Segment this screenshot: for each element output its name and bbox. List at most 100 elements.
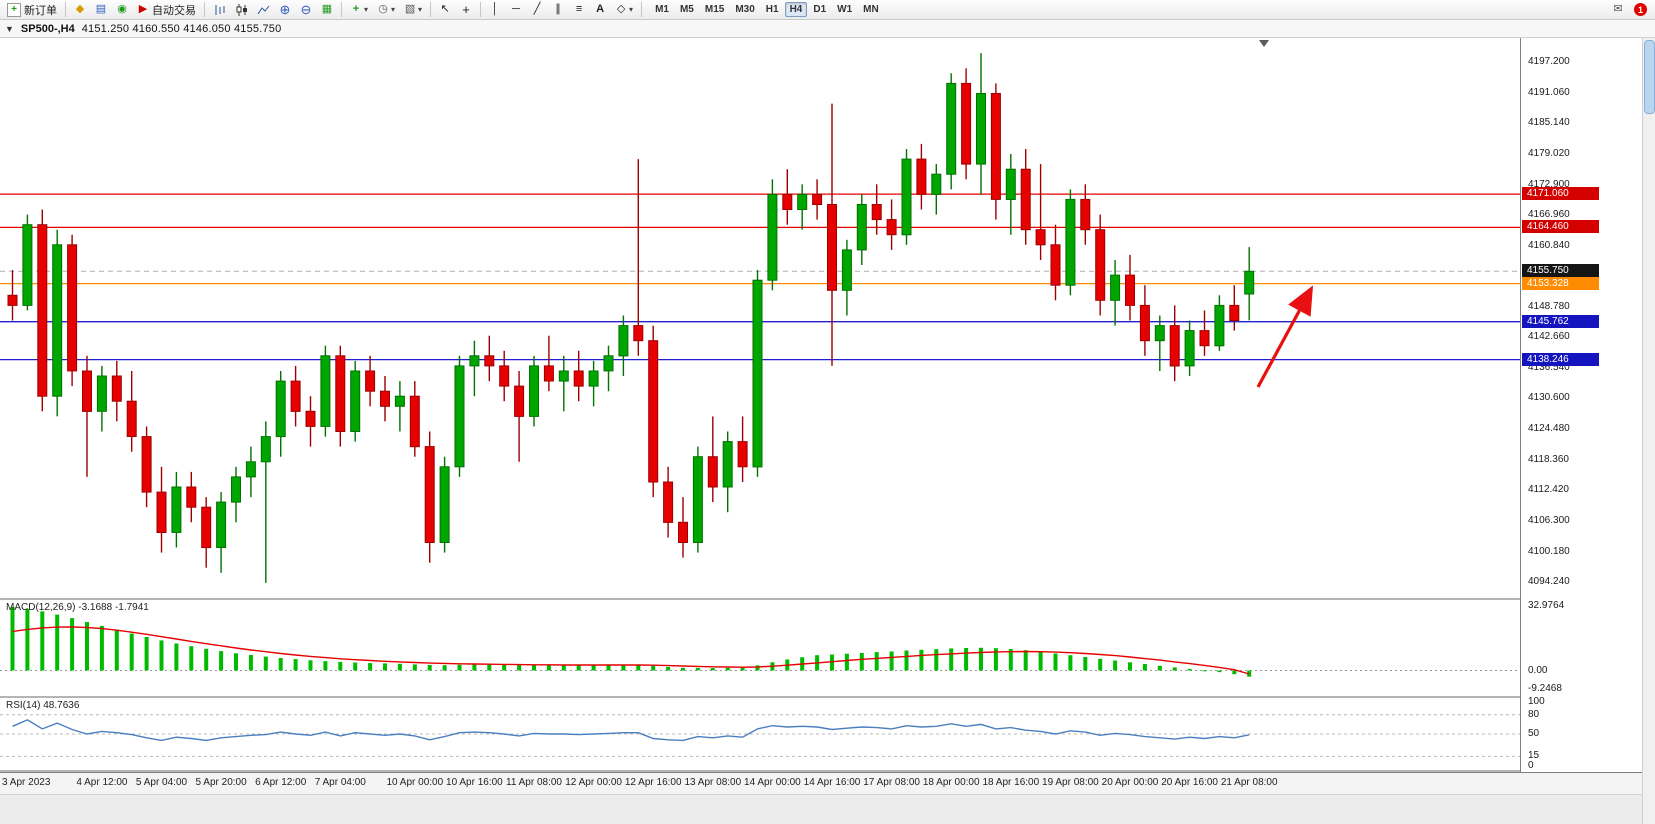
rsi-line (12, 719, 1250, 742)
vertical-line-icon: │ (491, 3, 499, 15)
pane-splitter[interactable] (0, 598, 1643, 600)
toolbar-separator (480, 2, 482, 17)
time-axis-label: 11 Apr 08:00 (506, 777, 562, 788)
bar-chart-icon (215, 4, 225, 15)
mailbox-button[interactable]: ✉ (1608, 1, 1628, 18)
time-axis-label: 5 Apr 20:00 (195, 777, 247, 788)
time-axis-label: 18 Apr 00:00 (922, 777, 980, 788)
scrollbar-thumb[interactable] (1644, 40, 1655, 114)
vertical-scrollbar[interactable] (1642, 38, 1655, 824)
time-axis-label: 17 Apr 08:00 (863, 777, 920, 788)
market-watch-button[interactable]: ▤ (91, 1, 111, 18)
pane-splitter[interactable] (0, 696, 1643, 698)
channel-button[interactable]: ∥ (548, 1, 568, 18)
chart-bars-button[interactable] (209, 1, 230, 18)
metaeditor-button[interactable]: ◆ (70, 1, 90, 18)
templates-button[interactable]: ▧ ▾ (400, 1, 426, 18)
axis-tick-label: 4136.540 (1528, 362, 1570, 374)
periods-button[interactable]: ◷ ▾ (373, 1, 399, 18)
axis-tick-label: 100 (1528, 696, 1545, 707)
zoom-in-icon: ⊕ (279, 2, 291, 17)
chart-menu-icon[interactable]: ▼ (5, 23, 14, 34)
time-axis-label: 7 Apr 04:00 (314, 777, 366, 788)
timeframe-button-M15[interactable]: M15 (700, 2, 729, 17)
new-chart-button[interactable]: + ▾ (346, 1, 372, 18)
price-chart[interactable] (0, 38, 1520, 598)
toolbar-separator (204, 2, 205, 17)
axis-tick-label: 15 (1528, 750, 1540, 762)
symbol-title: SP500-,H4 (20, 22, 75, 35)
trendline-button[interactable]: ╱ (527, 1, 547, 18)
time-axis-label: 13 Apr 08:00 (684, 777, 742, 788)
axis-tick-label: -9.2468 (1528, 682, 1562, 694)
time-axis-label: 10 Apr 00:00 (386, 777, 444, 788)
timeframe-button-M5[interactable]: M5 (675, 2, 699, 17)
time-axis-label: 5 Apr 04:00 (135, 777, 188, 788)
chart-shift-marker[interactable] (1259, 40, 1269, 47)
rsi-pane[interactable] (0, 698, 1520, 770)
axis-tick-label: 4197.200 (1528, 56, 1570, 68)
tile-windows-icon: ▦ (321, 3, 333, 15)
axis-tick-label: 4112.420 (1528, 483, 1569, 495)
timeframe-button-H1[interactable]: H1 (761, 2, 784, 17)
navigator-button[interactable]: ◉ (112, 1, 132, 18)
rsi-label: RSI(14) 48.7636 (6, 700, 80, 711)
arrow-annotation[interactable] (1256, 285, 1314, 388)
timeframe-button-M1[interactable]: M1 (650, 2, 674, 17)
timeframe-button-M30[interactable]: M30 (730, 2, 759, 17)
crosshair-icon: + (462, 2, 470, 17)
time-axis-label: 4 Apr 12:00 (76, 777, 128, 788)
zoom-in-button[interactable]: ⊕ (275, 1, 295, 18)
chart-candles-button[interactable] (231, 1, 252, 18)
shapes-icon: ◇ (616, 3, 626, 15)
timeframe-toolbar: M1 M5 M15 M30 H1 H4 D1 W1 MN (650, 2, 884, 17)
timeframe-button-W1[interactable]: W1 (832, 2, 857, 17)
new-order-button[interactable]: + 新订单 (3, 1, 61, 18)
dropdown-caret-icon: ▾ (364, 5, 369, 14)
time-axis-label: 18 Apr 16:00 (982, 777, 1040, 788)
trendline-icon: ╱ (533, 3, 541, 15)
price-badge-4164.460: 4164.460 (1522, 220, 1599, 234)
clock-icon: ◷ (378, 3, 388, 15)
time-axis-label: 20 Apr 00:00 (1101, 777, 1159, 788)
axis-tick-label: 32.9764 (1528, 600, 1565, 611)
price-badge-4145.762: 4145.762 (1522, 314, 1599, 328)
macd-signal-line (12, 626, 1250, 675)
time-axis-label: 12 Apr 16:00 (624, 777, 682, 788)
tile-windows-button[interactable]: ▦ (317, 1, 337, 18)
cursor-button[interactable]: ↖ (435, 1, 455, 18)
vertical-line-button[interactable]: │ (485, 1, 505, 18)
chart-line-button[interactable] (253, 1, 274, 18)
fibonacci-button[interactable]: ≡ (569, 1, 589, 18)
time-axis[interactable]: 3 Apr 2023 4 Apr 12:00 5 Apr 04:00 5 Apr 20… (0, 772, 1643, 794)
axis-tick-label: 4142.660 (1528, 331, 1570, 343)
macd-histogram (10, 606, 1252, 677)
main-toolbar: + 新订单 ◆ ▤ ◉ ▶ 自动交易 (0, 0, 1655, 20)
horizontal-line-button[interactable]: ─ (506, 1, 526, 18)
auto-trading-label: 自动交易 (152, 4, 196, 17)
zoom-out-button[interactable]: ⊖ (296, 1, 316, 18)
timeframe-button-MN[interactable]: MN (858, 2, 884, 17)
axis-tick-label: 4100.180 (1528, 545, 1570, 557)
pane-splitter[interactable] (0, 770, 1643, 772)
text-tool-button[interactable]: A (590, 1, 610, 18)
time-axis-label: 10 Apr 16:00 (446, 777, 503, 788)
time-axis-label: 20 Apr 16:00 (1161, 777, 1218, 788)
auto-trading-button[interactable]: ▶ 自动交易 (133, 1, 200, 18)
price-axis[interactable]: 4197.200 4191.060 4185.140 4179.020 4172.900… (1520, 38, 1643, 772)
timeframe-button-D1[interactable]: D1 (808, 2, 831, 17)
shapes-button[interactable]: ◇ ▾ (611, 1, 637, 18)
crosshair-button[interactable]: + (456, 1, 476, 18)
axis-tick-label: 4160.840 (1528, 239, 1570, 251)
market-watch-icon: ▤ (95, 3, 107, 15)
notifications-badge[interactable]: 1 (1634, 3, 1647, 16)
price-badge-4153.328: 4153.328 (1522, 276, 1599, 290)
time-axis-label: 3 Apr 2023 (2, 777, 51, 788)
timeframe-button-H4[interactable]: H4 (784, 2, 808, 17)
auto-trading-icon: ▶ (138, 3, 148, 15)
toolbar-separator (65, 2, 66, 17)
axis-tick-label: 4118.360 (1528, 454, 1569, 465)
axis-tick-label: 80 (1528, 708, 1540, 720)
chart-caption-bar: ▼ SP500-,H4 4151.250 4160.550 4146.050 4… (0, 20, 1655, 38)
macd-pane[interactable] (0, 600, 1520, 696)
